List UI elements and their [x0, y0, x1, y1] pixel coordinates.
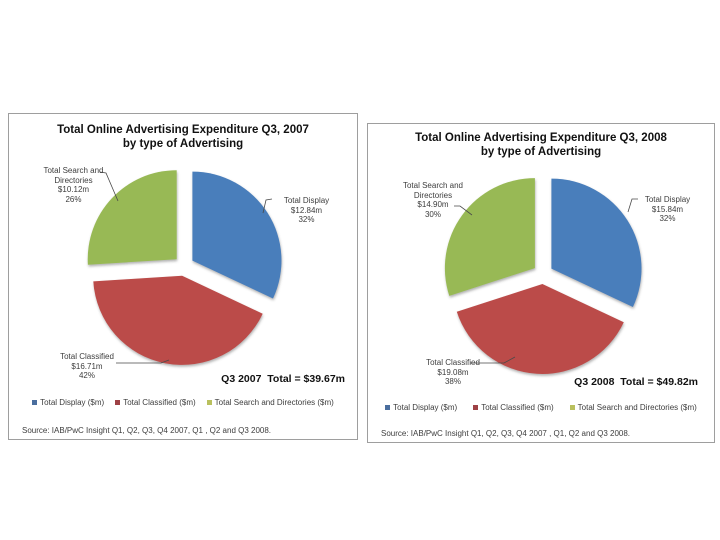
pie-slice-total-display: [192, 171, 282, 299]
chart-title-2007: Total Online Advertising Expenditure Q3,…: [9, 124, 357, 151]
legend-2007: Total Display ($m) Total Classified ($m)…: [9, 398, 357, 407]
legend-item-search: Total Search and Directories ($m): [206, 398, 334, 407]
leader-line-classified-2007: [116, 359, 170, 364]
legend-2008: Total Display ($m) Total Classified ($m)…: [368, 403, 714, 412]
callout-search-2008: Total Search and Directories $14.90m 30%: [383, 181, 483, 219]
legend-label: Total Display ($m): [393, 403, 458, 412]
legend-item-display: Total Display ($m): [32, 398, 104, 407]
chart-title-line1: Total Online Advertising Expenditure Q3,…: [57, 124, 309, 136]
callout-line: $19.08m: [437, 367, 469, 377]
callout-line: Total Search and: [43, 166, 104, 175]
callout-line: Total Classified: [426, 358, 480, 367]
pie-slice-total-display: [551, 178, 642, 307]
pie-slice-total-classified: [93, 275, 263, 365]
callout-line: Total Display: [283, 196, 330, 205]
callout-line: Total Classified: [60, 352, 114, 361]
callout-line: 42%: [78, 371, 95, 381]
chart-title-line2: by type of Advertising: [122, 137, 244, 150]
legend-item-search: Total Search and Directories ($m): [569, 403, 697, 412]
legend-label: Total Classified ($m): [123, 398, 196, 407]
legend-marker-classified: [473, 405, 479, 410]
source-note-2008: Source: IAB/PwC Insight Q1, Q2, Q3, Q4 2…: [381, 429, 631, 438]
legend-label: Total Classified ($m): [481, 403, 554, 412]
callout-line: 30%: [424, 209, 441, 219]
pie-chart-2008: [444, 178, 642, 374]
legend-marker-search: [206, 400, 212, 405]
callout-search-2007: Total Search and Directories $10.12m 26%: [21, 166, 126, 204]
callout-line: $12.84m: [290, 205, 323, 215]
callout-line: 26%: [65, 194, 82, 204]
legend-marker-display: [385, 405, 391, 410]
callout-classified-2008: Total Classified $19.08m 38%: [403, 358, 503, 387]
callout-line: $15.84m: [651, 204, 684, 214]
callout-display-2007: Total Display $12.84m 32%: [259, 196, 354, 225]
callout-line: $16.71m: [71, 361, 103, 371]
legend-label: Total Search and Directories ($m): [577, 403, 697, 412]
legend-label: Total Display ($m): [40, 398, 105, 407]
leader-line-display-2007: [262, 198, 273, 214]
callout-line: 32%: [659, 214, 676, 224]
leader-line-search-2008: [454, 205, 473, 216]
legend-label: Total Search and Directories ($m): [214, 398, 334, 407]
callout-line: 38%: [444, 377, 461, 387]
chart-title-line1: Total Online Advertising Expenditure Q3,…: [415, 132, 667, 144]
pie-slice-total-search-and-directories: [87, 170, 177, 265]
callout-line: Total Search and: [402, 181, 464, 190]
callout-line: 32%: [298, 215, 315, 225]
leader-line-search-2007: [99, 171, 119, 202]
chart-title-2008: Total Online Advertising Expenditure Q3,…: [368, 132, 714, 159]
chart-panel-2008: Total Online Advertising Expenditure Q3,…: [367, 123, 715, 443]
legend-marker-search: [569, 405, 575, 410]
pie-chart-2007: [87, 170, 282, 365]
callout-line: $10.12m: [57, 185, 90, 195]
legend-item-display: Total Display ($m): [385, 403, 457, 412]
source-note-2007: Source: IAB/PwC Insight Q1, Q2, Q3, Q4 2…: [22, 426, 272, 435]
callout-display-2008: Total Display $15.84m 32%: [620, 195, 715, 224]
pie-slice-total-search-and-directories: [444, 178, 535, 296]
chart-panel-2007: Total Online Advertising Expenditure Q3,…: [8, 113, 358, 440]
legend-item-classified: Total Classified ($m): [473, 403, 554, 412]
total-label-2008: Q3 2008 Total = $49.82m: [574, 376, 698, 388]
chart-title-line2: by type of Advertising: [480, 145, 602, 158]
callout-classified-2007: Total Classified $16.71m 42%: [37, 352, 137, 381]
legend-marker-classified: [115, 400, 121, 405]
total-label-2007: Q3 2007 Total = $39.67m: [221, 373, 345, 385]
legend-marker-display: [32, 400, 38, 405]
legend-item-classified: Total Classified ($m): [115, 398, 196, 407]
leader-line-classified-2008: [470, 356, 516, 364]
callout-line: Directories: [54, 175, 93, 185]
leader-line-display-2008: [627, 198, 638, 213]
callout-line: Total Display: [644, 195, 691, 204]
pie-slice-total-classified: [456, 284, 624, 374]
callout-line: Directories: [413, 190, 453, 200]
callout-line: $14.90m: [417, 200, 449, 210]
